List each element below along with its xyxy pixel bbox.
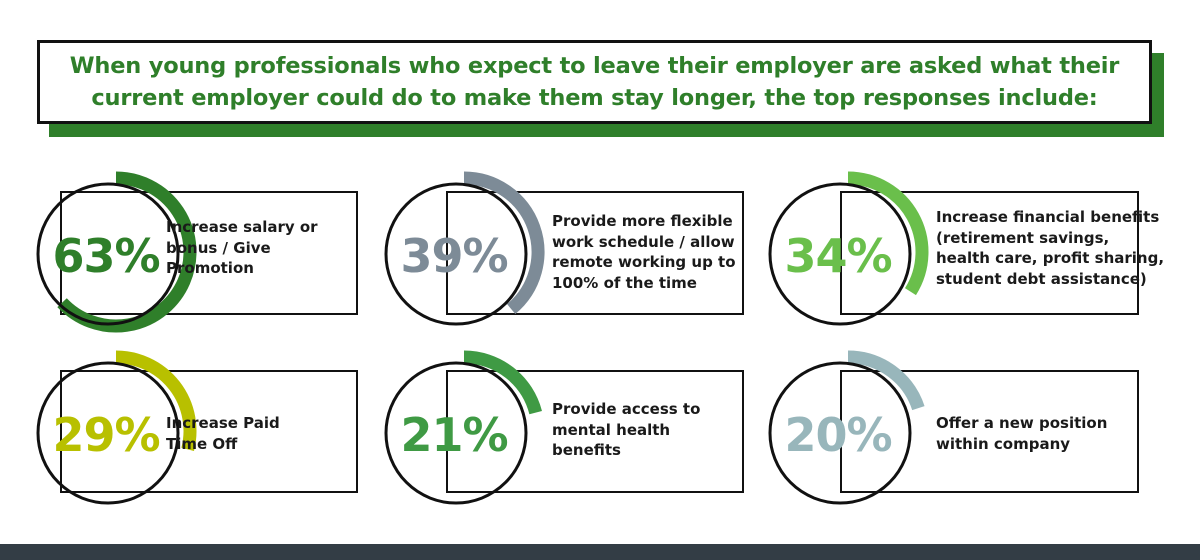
donut-ring [36,361,180,505]
donut-chart: 29% [36,350,197,505]
stat-card-box [446,370,744,493]
footer-bar [0,544,1200,560]
stat-card-box [60,191,358,315]
donut-ring [768,361,912,505]
donut-ring [384,182,528,326]
donut-chart: 21% [384,350,542,505]
stat-card-box [60,370,358,493]
stat-card: 34% Increase financial benefits (retirem… [768,171,1164,333]
donut-progress-arc [847,171,929,296]
stat-label: Increase Paid Time Off [166,414,280,453]
stat-value: 29% [52,408,159,462]
donut-progress-arc [115,350,197,452]
page-title: When young professionals who expect to l… [69,53,1120,111]
stat-card-box [840,370,1139,493]
stat-card: 29% Increase Paid Time Off [0,350,360,513]
donut-chart: 63% [36,171,197,333]
donut-ring [768,182,912,326]
stat-label: Provide access to mental health benefits [552,400,701,459]
stat-card-box [446,191,744,315]
donut-progress-arc [463,350,542,415]
stat-label: Offer a new position within company [936,414,1108,453]
stat-value: 63% [52,229,159,283]
donut-ring [384,361,528,505]
donut-progress-arc [847,350,925,411]
stat-value: 34% [784,229,891,283]
stat-label: Increase salary or bonus / Give Promotio… [166,218,318,277]
donut-chart: 39% [384,171,545,326]
stat-value: 21% [400,408,507,462]
stat-card: 63% Increase salary or bonus / Give Prom… [0,171,360,333]
stat-value: 20% [784,408,891,462]
stat-card-box [840,191,1139,315]
stat-label: Increase financial benefits (retirement … [936,208,1165,288]
title-box: When young professionals who expect to l… [37,40,1152,124]
donut-chart: 20% [768,350,925,505]
stat-value: 39% [400,229,507,283]
donut-chart: 34% [768,171,929,326]
stat-label: Provide more flexible work schedule / al… [552,212,736,292]
stat-card: 21% Provide access to mental health bene… [384,350,746,513]
stat-card: 39% Provide more flexible work schedule … [384,171,746,333]
donut-ring [36,182,180,326]
stat-card: 20% Offer a new position within company [768,350,1139,513]
donut-progress-arc [463,171,545,315]
